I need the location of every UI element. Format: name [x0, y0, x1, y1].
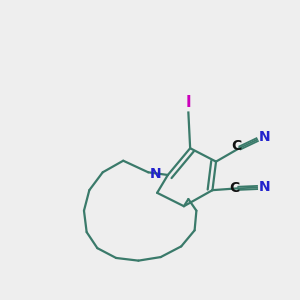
Text: C: C — [230, 182, 240, 195]
Text: N: N — [149, 167, 161, 181]
Text: I: I — [186, 95, 191, 110]
Text: N: N — [259, 181, 271, 194]
Text: C: C — [231, 139, 242, 152]
Text: N: N — [259, 130, 271, 144]
